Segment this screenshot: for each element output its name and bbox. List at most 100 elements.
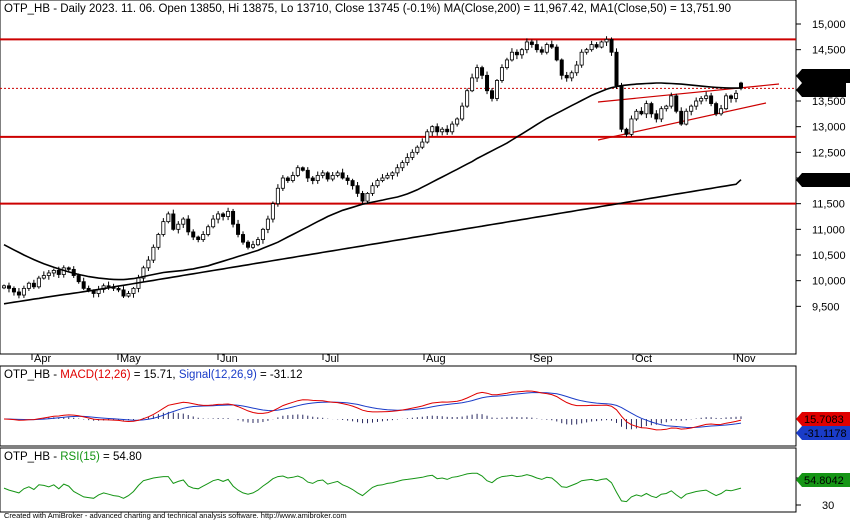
candle-body [31,282,36,288]
macd-pane [0,365,797,447]
candle-body [450,123,455,133]
candle-body [659,108,664,120]
candle-body [21,287,26,296]
rsi-pane-title: OTP_HB - RSI(15) = 54.80 [4,451,142,463]
macd-lines [3,390,742,431]
candle-body [724,95,729,110]
candle-body [365,192,370,202]
candle-body [81,281,86,289]
candle-body [146,259,151,269]
candle-body [430,126,435,133]
candle-body [131,287,136,294]
ma50-badge: 13,751.9 [796,69,850,83]
ma50-badge-bg [796,69,850,83]
rsi-tick-label: 30 [822,500,834,512]
candle-body [221,213,226,217]
ma200-badge-label: 11,967.4 [804,175,846,187]
candle-body [639,110,644,115]
candle-body [66,267,71,270]
candle-body [604,39,609,43]
candle-body [315,175,320,181]
candles [2,36,744,299]
candle-body [345,177,350,181]
date-tick-label: Nov [736,353,756,365]
date-tick-label: Apr [34,353,51,365]
candle-body [475,67,480,79]
signal-badge: -31.1178 [796,426,850,440]
candle-body [156,234,161,248]
macd-pane-title: OTP_HB - MACD(12,26) = 15.71, Signal(12,… [4,369,303,381]
close-badge: 13,745 [796,83,846,97]
candle-body [76,275,81,283]
candle-body [375,180,380,187]
candle-body [455,118,460,125]
ma200-badge: 11,967.4 [796,173,850,187]
candle-body [126,293,131,297]
signal-line [4,391,742,429]
candle-body [26,282,31,289]
date-tick-label: Sep [533,353,553,365]
candle-body [355,185,360,194]
candle-body [275,187,280,205]
candle-body [250,244,255,248]
price-axis: 9,50010,00010,50011,00011,50012,00012,50… [796,19,846,313]
candle-body [186,218,191,233]
candle-body [559,59,564,76]
moving-averages [3,82,742,305]
candle-body [405,157,410,163]
candle-body [629,118,634,135]
candle-body [191,231,196,238]
macd-badge-bg [796,412,850,426]
candle-body [470,77,475,92]
ma50-badge-label: 13,751.9 [804,71,847,83]
support-resistance-lines [0,38,796,205]
candle-body [325,172,330,180]
candle-body [300,167,305,171]
date-tick-label: Aug [426,353,446,365]
candle-body [11,287,16,293]
candle-body [445,128,450,133]
candle-body [226,210,231,217]
candle-body [549,44,554,48]
candle-body [41,275,46,279]
price-pane-title: OTP_HB - Daily 2023. 11. 06. Open 13850,… [4,3,731,15]
candle-body [509,51,514,61]
candle-body [614,51,619,86]
price-tick-label: 10,500 [812,250,846,262]
candle-body [2,285,7,289]
candle-body [36,277,41,288]
price-tick-label: 13,500 [812,96,846,108]
price-tick-label: 12,500 [812,147,846,159]
candle-body [46,272,51,276]
candle-body [390,172,395,176]
candle-body [674,95,679,112]
candle-body [490,90,495,99]
candle-body [465,90,470,107]
candle-body [211,218,216,228]
candle-body [270,203,275,220]
signal-badge-label: -31.1178 [804,428,847,440]
candle-body [56,269,61,275]
candle-body [704,95,709,99]
candle-body [320,172,325,176]
candle-body [714,103,719,115]
price-tick-label: 13,000 [812,122,846,134]
candle-body [395,167,400,174]
candle-body [181,218,186,225]
candle-body [340,172,345,179]
ma200-badge-bg [796,173,850,187]
signal-badge-bg [796,426,850,440]
candle-body [504,59,509,69]
price-tick-label: 15,000 [812,19,846,31]
candle-body [166,213,171,223]
candle-body [290,175,295,181]
candle-body [400,162,405,169]
date-tick-label: Oct [635,353,652,365]
candle-body [654,113,659,120]
candle-body [480,67,485,76]
candle-body [196,236,201,241]
candle-body [529,41,534,45]
candle-body [176,223,181,230]
candle-body [584,49,589,53]
price-pane [0,0,797,355]
